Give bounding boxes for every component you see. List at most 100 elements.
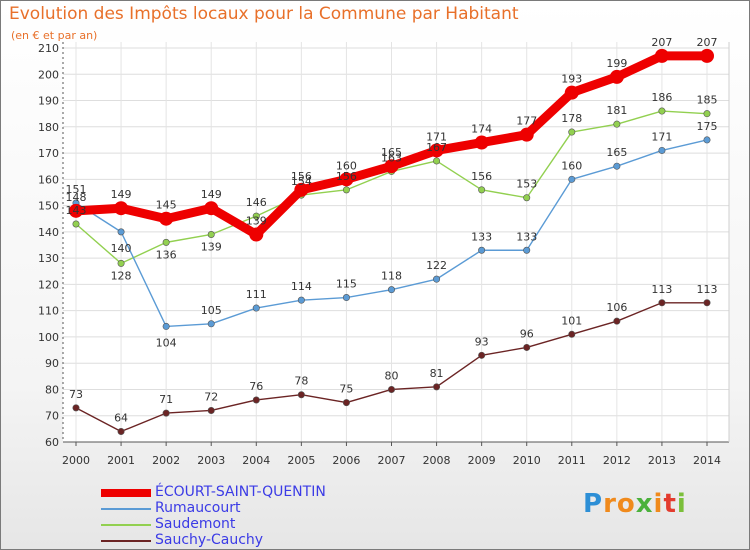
- data-point: [703, 136, 711, 144]
- data-point: [72, 404, 80, 412]
- y-tick-label: 170: [38, 147, 59, 160]
- x-tick-label: 2011: [558, 454, 586, 467]
- y-tick-label: 200: [38, 68, 59, 81]
- logo-letter: i: [653, 489, 664, 519]
- data-point: [159, 211, 174, 226]
- data-label: 163: [381, 151, 402, 164]
- x-tick-label: 2004: [242, 454, 270, 467]
- data-point: [613, 162, 621, 170]
- data-label: 101: [561, 314, 582, 327]
- data-point: [294, 182, 309, 197]
- logo-letter: x: [635, 489, 654, 519]
- data-label: 156: [471, 170, 492, 183]
- data-point: [609, 69, 624, 84]
- y-tick-label: 80: [45, 383, 59, 396]
- chart-subtitle: (en € et par an): [11, 29, 98, 42]
- data-label: 96: [520, 327, 534, 340]
- data-point: [658, 146, 666, 154]
- data-point: [117, 259, 125, 267]
- legend-item-saudemont[interactable]: Saudemont: [101, 516, 401, 533]
- data-label: 156: [291, 170, 312, 183]
- logo-letter: o: [616, 489, 636, 519]
- legend-label-rumaucourt: Rumaucourt: [155, 500, 241, 516]
- data-label: 113: [651, 283, 672, 296]
- y-tick-label: 120: [38, 278, 59, 291]
- legend-item-sauchy-cauchy[interactable]: Sauchy-Cauchy: [101, 532, 401, 549]
- data-label: 186: [651, 91, 672, 104]
- x-tick-label: 2013: [648, 454, 676, 467]
- data-label: 193: [561, 73, 582, 86]
- data-point: [613, 120, 621, 128]
- data-label: 167: [426, 141, 447, 154]
- x-tick-label: 2005: [287, 454, 315, 467]
- data-label: 114: [291, 280, 312, 293]
- logo-letter: i: [676, 489, 687, 519]
- data-label: 76: [249, 380, 263, 393]
- data-label: 81: [430, 367, 444, 380]
- data-label: 199: [606, 57, 627, 70]
- data-point: [342, 294, 350, 302]
- data-label: 139: [201, 240, 222, 253]
- plot-area: [63, 42, 729, 442]
- x-tick-label: 2012: [603, 454, 631, 467]
- data-label: 207: [697, 36, 718, 49]
- data-point: [568, 175, 576, 183]
- data-label: 111: [246, 288, 267, 301]
- data-label: 136: [156, 248, 177, 261]
- data-point: [703, 110, 711, 118]
- data-label: 207: [651, 36, 672, 49]
- data-point: [204, 201, 219, 216]
- data-point: [433, 157, 441, 165]
- data-label: 174: [471, 123, 492, 136]
- data-label: 153: [516, 178, 537, 191]
- legend-item-ecourt[interactable]: ÉCOURT-SAINT-QUENTIN: [101, 484, 401, 501]
- x-tick-label: 2000: [62, 454, 90, 467]
- data-point: [703, 299, 711, 307]
- data-label: 146: [246, 196, 267, 209]
- axis-layer: 60 70 80 90 100 110 120 130 140 150 160 170 180 190 20…: [38, 42, 730, 467]
- data-point: [207, 320, 215, 328]
- data-point: [523, 343, 531, 351]
- data-point: [519, 127, 534, 142]
- data-label: 185: [697, 94, 718, 107]
- data-label: 171: [426, 130, 447, 143]
- data-point: [564, 85, 579, 100]
- y-tick-label: 210: [38, 42, 59, 55]
- data-point: [117, 427, 125, 435]
- data-point: [568, 128, 576, 136]
- data-point: [252, 304, 260, 312]
- data-point: [478, 351, 486, 359]
- data-point: [162, 322, 170, 330]
- y-tick-label: 140: [38, 226, 59, 239]
- y-tick-label: 160: [38, 173, 59, 186]
- data-point: [297, 296, 305, 304]
- x-tick-label: 2010: [513, 454, 541, 467]
- data-label: 181: [606, 104, 627, 117]
- data-point: [297, 391, 305, 399]
- y-tick-label: 100: [38, 331, 59, 344]
- x-tick-label: 2003: [197, 454, 225, 467]
- data-label: 80: [385, 369, 399, 382]
- chart-title: Evolution des Impôts locaux pour la Comm…: [9, 4, 519, 24]
- data-point: [342, 399, 350, 407]
- x-tick-label: 2002: [152, 454, 180, 467]
- data-label: 115: [336, 278, 357, 291]
- data-label: 175: [697, 120, 718, 133]
- data-label: 178: [561, 112, 582, 125]
- x-tick-label: 2006: [332, 454, 360, 467]
- x-tick-label: 2007: [378, 454, 406, 467]
- legend-label-sauchy-cauchy: Sauchy-Cauchy: [155, 532, 264, 548]
- data-label: 145: [156, 199, 177, 212]
- data-point: [429, 143, 444, 158]
- data-label: 160: [561, 159, 582, 172]
- legend-item-rumaucourt[interactable]: Rumaucourt: [101, 500, 401, 517]
- data-label: 93: [475, 335, 489, 348]
- data-label: 151: [66, 183, 87, 196]
- x-tick-label: 2014: [693, 454, 721, 467]
- data-point: [613, 317, 621, 325]
- data-label: 78: [294, 375, 308, 388]
- legend-label-ecourt: ÉCOURT-SAINT-QUENTIN: [155, 484, 326, 500]
- proxiti-logo: Proxiti: [583, 489, 687, 519]
- y-tick-label: 110: [38, 305, 59, 318]
- data-label: 64: [114, 411, 128, 424]
